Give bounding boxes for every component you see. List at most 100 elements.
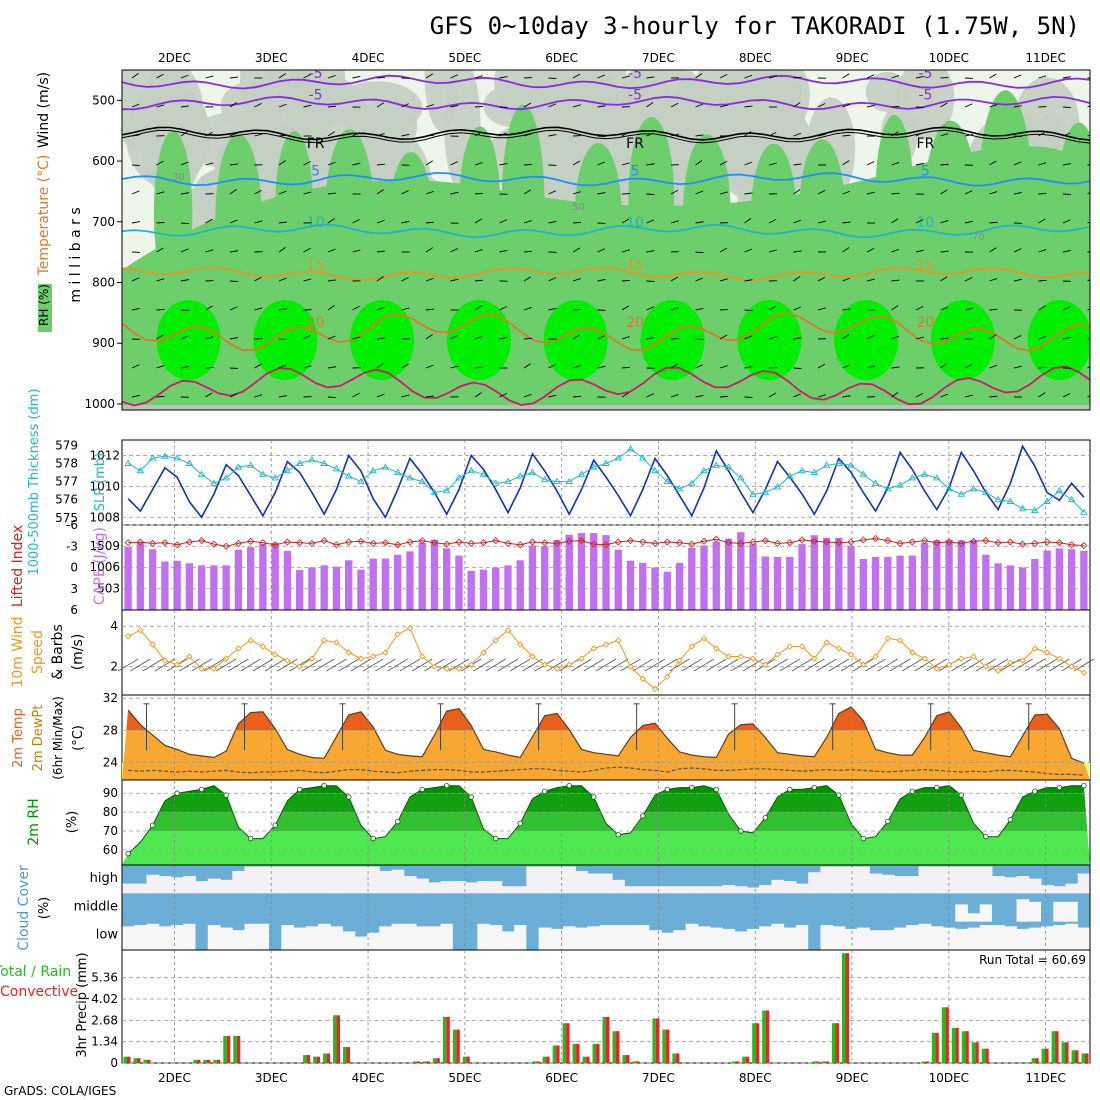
wind-marker <box>149 641 156 648</box>
cloud-middle-cell <box>979 904 993 922</box>
rh-marker <box>762 815 768 821</box>
cloud-middle-cell <box>354 894 368 922</box>
wind-barb <box>425 395 434 398</box>
wind-barb <box>523 102 532 108</box>
cloud-middle-cell <box>183 894 197 922</box>
cloud-middle-cell <box>967 913 981 922</box>
cape-bar <box>381 558 390 610</box>
lifted-marker <box>528 538 537 546</box>
cloud-high-cell <box>808 872 821 894</box>
precip-conv-bar <box>426 1061 430 1063</box>
cloud-low-cell <box>1016 928 1030 950</box>
lifted-marker <box>247 537 255 545</box>
lifted-marker <box>222 542 230 550</box>
cloud-low-cell <box>661 932 674 950</box>
wind-barb <box>376 393 385 398</box>
wind-barb <box>744 309 753 312</box>
cloud-high-cell <box>440 881 454 894</box>
precip-total-bar <box>752 1023 756 1063</box>
cape-bar <box>639 562 647 610</box>
wind-barb <box>352 162 361 166</box>
wind-barb <box>450 365 459 369</box>
wind-marker <box>860 661 867 668</box>
wind-barb <box>744 105 753 108</box>
wind-barb <box>205 218 213 224</box>
wind-barb-10m <box>117 658 139 672</box>
wind-barb-10m <box>350 658 372 672</box>
wind-barb <box>352 336 361 340</box>
rh-band-2 <box>122 812 1090 831</box>
cloud-low-cell <box>1028 927 1042 950</box>
lifted-marker <box>136 538 144 546</box>
temp2m-side-label-2: 2m DewPt <box>31 705 46 772</box>
cloud-low-cell <box>134 925 148 950</box>
wind-barb <box>254 102 262 108</box>
rh-tick: 90 <box>103 786 118 800</box>
wind-barb <box>719 278 728 282</box>
wind-barb <box>474 162 483 166</box>
wind-barb <box>842 103 851 108</box>
thickness-marker <box>283 466 292 474</box>
wind-marker <box>749 655 757 662</box>
cloud-middle-cell <box>783 894 797 922</box>
cloud-low-cell <box>403 923 417 950</box>
cloud-high-cell <box>648 886 662 894</box>
lifted-marker <box>835 539 843 547</box>
thickness-marker <box>577 470 586 477</box>
wind-marker <box>382 649 389 656</box>
wind-barb <box>523 393 532 398</box>
precip-conv-bar <box>655 1018 660 1063</box>
wind-barb <box>229 132 238 137</box>
wind-barb <box>866 247 875 253</box>
precip-total-bar <box>582 1056 587 1063</box>
thickness-marker <box>430 488 439 495</box>
wind-barb <box>278 277 287 282</box>
wind-barb <box>964 190 973 195</box>
precip-total-bar <box>133 1058 137 1063</box>
rh-marker <box>468 794 474 800</box>
lifted-marker <box>565 537 573 545</box>
cloud-middle-cell <box>256 894 270 922</box>
lifted-marker <box>1055 539 1063 547</box>
lifted-marker <box>1068 541 1076 549</box>
thickness-marker <box>516 472 525 479</box>
thickness-marker <box>161 452 169 459</box>
precip-conv-bar <box>316 1056 321 1063</box>
precip-total-bar <box>961 1031 966 1063</box>
precip-conv-bar <box>146 1059 151 1063</box>
wind-barb <box>474 305 482 311</box>
lifted-line <box>128 537 1084 547</box>
wind-barb <box>866 334 875 340</box>
lifted-marker <box>773 539 782 547</box>
wind-barb <box>1087 278 1090 282</box>
wind-barb <box>180 222 190 225</box>
wind-barb <box>180 335 189 340</box>
rh-marker <box>689 784 695 791</box>
y-tick-label: 1000 <box>84 397 115 411</box>
temp-2m-panel: 24 28 32 <box>103 691 1091 781</box>
wind-barb-10m <box>240 658 261 672</box>
wind-barb <box>229 250 238 253</box>
rh-side-label: RH (%) <box>37 284 51 326</box>
thickness-marker <box>246 461 255 468</box>
wind-barb <box>989 104 998 108</box>
precip-total-bar <box>412 1061 417 1063</box>
cloud-middle-cell <box>587 894 601 922</box>
wind-barb <box>156 365 165 369</box>
wind-marker <box>651 685 659 693</box>
thickness-marker <box>320 459 328 466</box>
x-label-bottom: 3DEC <box>255 1071 288 1085</box>
wind-barb <box>131 73 139 79</box>
wind-barb <box>1013 248 1022 253</box>
wind-barb <box>817 307 826 311</box>
lifted-marker <box>700 537 708 545</box>
cloud-low-cell <box>869 930 883 950</box>
lifted-marker <box>921 537 929 545</box>
wind-barb <box>450 334 458 340</box>
cape-bar <box>761 556 769 610</box>
wind-marker <box>1080 669 1088 676</box>
rh-marker <box>640 813 646 819</box>
cape-bar <box>920 542 929 610</box>
wind-barb-10m <box>963 658 984 672</box>
x-label-top: 11DEC <box>1025 51 1065 65</box>
